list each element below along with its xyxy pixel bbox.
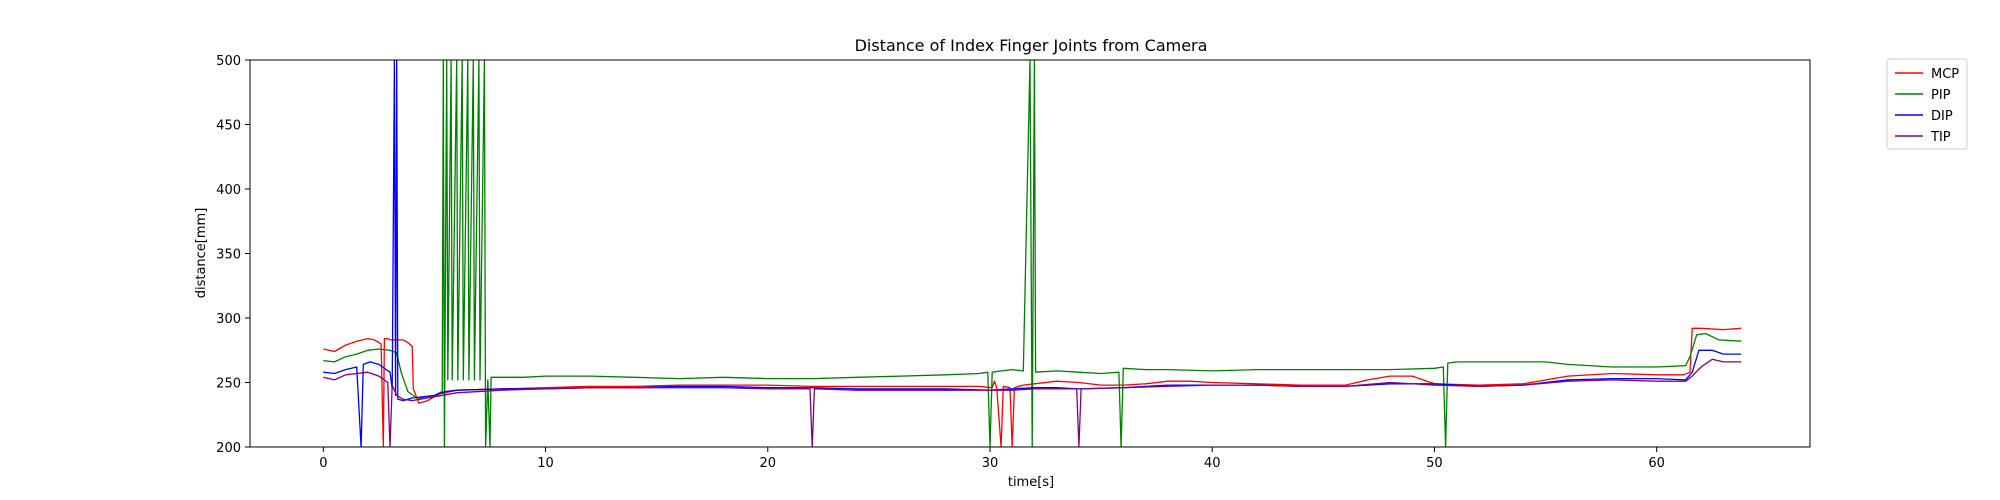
x-tick-label: 10	[537, 456, 554, 471]
legend-box	[1886, 58, 1968, 150]
y-tick-label: 300	[216, 312, 241, 327]
y-axis-label: distance[mm]	[194, 208, 209, 299]
legend-label-dip: DIP	[1931, 109, 1953, 124]
x-tick-label: 60	[1648, 456, 1665, 471]
legend: MCP PIP DIP TIP	[1886, 58, 1968, 150]
y-tick-label: 250	[216, 377, 241, 392]
x-axis-label: time[s]	[1008, 475, 1054, 490]
y-tick-label: 450	[216, 119, 241, 134]
series-line-tip	[323, 358, 1742, 447]
y-tick-label: 350	[216, 248, 241, 263]
y-tick-label: 400	[216, 183, 241, 198]
x-tick-label: 0	[319, 456, 327, 471]
legend-label-tip: TIP	[1930, 130, 1951, 145]
legend-label-mcp: MCP	[1931, 67, 1959, 82]
chart-title: Distance of Index Finger Joints from Cam…	[855, 36, 1208, 55]
y-tick-label: 500	[216, 54, 241, 69]
x-tick-label: 20	[760, 456, 777, 471]
y-tick-label: 200	[216, 441, 241, 456]
x-tick-label: 30	[982, 456, 999, 471]
series-lines	[323, 60, 1742, 447]
legend-label-pip: PIP	[1931, 88, 1951, 103]
x-tick-label: 50	[1426, 456, 1443, 471]
x-tick-label: 40	[1204, 456, 1221, 471]
axes: 0 10 20 30 40 50 60 200 250 300 350 400 450 500	[216, 54, 1811, 471]
series-line-pip	[323, 60, 1742, 447]
